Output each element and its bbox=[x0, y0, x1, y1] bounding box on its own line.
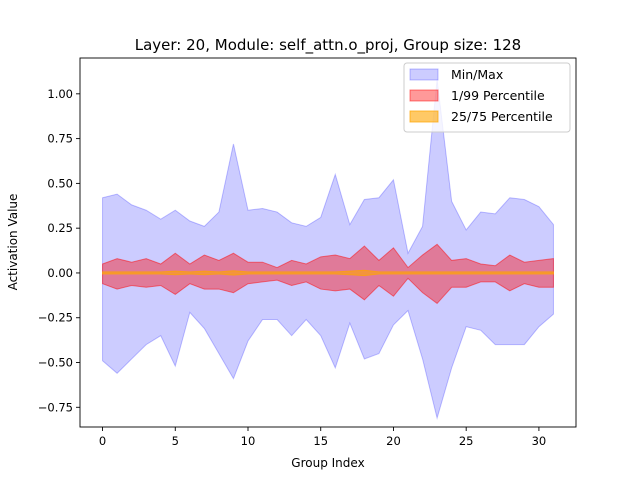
x-tick-label: 30 bbox=[532, 434, 547, 448]
y-tick-label: 1.00 bbox=[47, 87, 73, 101]
legend-label: 1/99 Percentile bbox=[451, 88, 545, 103]
x-axis-label: Group Index bbox=[291, 456, 364, 470]
chart-legend: Min/Max 1/99 Percentile 25/75 Percentile bbox=[403, 62, 571, 133]
band-1 bbox=[102, 79, 554, 420]
y-tick-label: 0.00 bbox=[47, 266, 73, 280]
y-tick-label: −0.75 bbox=[38, 400, 73, 414]
y-axis-label: Activation Value bbox=[6, 194, 20, 291]
x-tick-label: 15 bbox=[313, 434, 328, 448]
legend-swatch bbox=[409, 68, 439, 81]
legend-swatch bbox=[409, 110, 439, 123]
x-tick-label: 0 bbox=[99, 434, 106, 448]
legend-swatch bbox=[409, 89, 439, 102]
legend-label: Min/Max bbox=[451, 67, 503, 82]
y-tick-label: 0.75 bbox=[47, 132, 73, 146]
y-axis: −0.75 −0.50 −0.25 0.00 0.25 0.50 0.75 1.00 bbox=[38, 87, 80, 414]
x-tick-label: 20 bbox=[386, 434, 401, 448]
plot-frame bbox=[79, 57, 577, 428]
y-tick-label: 0.25 bbox=[47, 221, 73, 235]
y-tick-label: −0.25 bbox=[38, 311, 73, 325]
y-tick-label: −0.50 bbox=[38, 356, 73, 370]
band-layer bbox=[102, 79, 554, 420]
x-tick-label: 5 bbox=[172, 434, 179, 448]
band-3 bbox=[102, 269, 554, 277]
x-axis: 0 5 10 15 20 25 30 bbox=[99, 427, 546, 448]
legend-box bbox=[403, 62, 571, 133]
chart-title: Layer: 20, Module: self_attn.o_proj, Gro… bbox=[135, 36, 521, 55]
y-tick-label: 0.50 bbox=[47, 176, 73, 190]
legend-label: 25/75 Percentile bbox=[451, 109, 553, 124]
x-tick-label: 25 bbox=[459, 434, 474, 448]
x-tick-label: 10 bbox=[241, 434, 256, 448]
